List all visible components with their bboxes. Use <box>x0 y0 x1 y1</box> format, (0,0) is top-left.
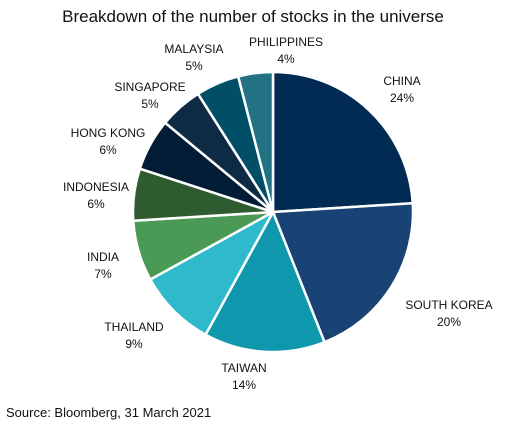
source-note: Source: Bloomberg, 31 March 2021 <box>6 405 212 420</box>
slice-name-label: INDONESIA <box>63 180 129 194</box>
slice-name-label: CHINA <box>383 74 420 88</box>
slice-name-label: SOUTH KOREA <box>405 298 492 312</box>
slice-value-label: 7% <box>94 267 112 281</box>
slice-value-label: 9% <box>125 337 143 351</box>
slice-value-label: 20% <box>437 315 461 329</box>
slice-value-label: 4% <box>277 52 295 66</box>
slice-value-label: 5% <box>185 59 203 73</box>
pie-slices <box>131 70 415 354</box>
slice-name-label: PHILIPPINES <box>249 35 323 49</box>
chart-title: Breakdown of the number of stocks in the… <box>62 7 444 26</box>
slice-value-label: 14% <box>232 378 256 392</box>
slice-name-label: TAIWAN <box>221 361 266 375</box>
slice-name-label: HONG KONG <box>71 126 146 140</box>
slice-name-label: INDIA <box>87 250 119 264</box>
pie-slice-thailand <box>149 210 275 336</box>
pie-slice-south-korea <box>271 201 415 344</box>
slice-value-label: 6% <box>87 197 105 211</box>
pie-slice-china <box>271 70 414 214</box>
slice-value-label: 6% <box>99 143 117 157</box>
slice-value-label: 5% <box>141 97 159 111</box>
slice-name-label: SINGAPORE <box>114 80 185 94</box>
pie-labels: CHINA 24% SOUTH KOREA 20% TAIWAN 14% THAILAND 9… <box>63 35 493 392</box>
pie-slice-taiwan <box>204 210 326 354</box>
slice-name-label: THAILAND <box>104 320 164 334</box>
pie-slice-philippines <box>236 70 275 214</box>
slice-value-label: 24% <box>390 91 414 105</box>
slice-name-label: MALAYSIA <box>164 42 223 56</box>
